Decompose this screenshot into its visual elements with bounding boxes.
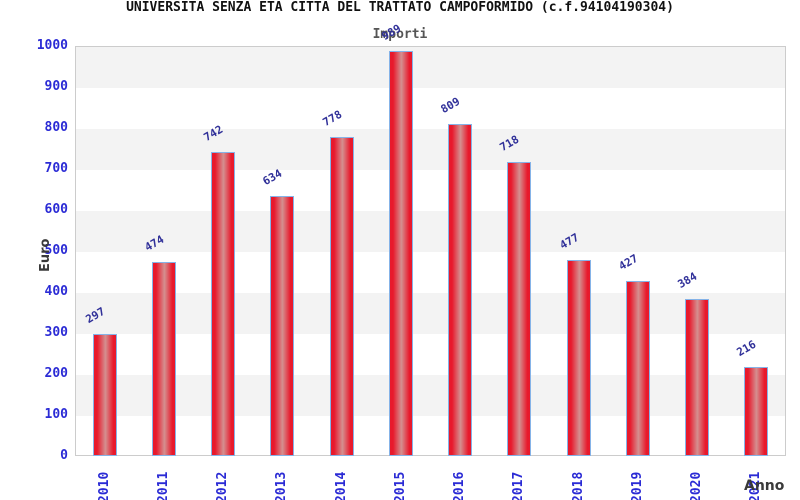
x-tick-label: 2018 — [570, 471, 586, 500]
bar-2015 — [388, 50, 413, 456]
x-tick-label: 2014 — [333, 471, 349, 500]
y-tick-label: 100 — [44, 407, 68, 422]
x-tick-label: 2020 — [689, 471, 705, 500]
y-tick-label: 600 — [44, 202, 68, 217]
bar-2014 — [329, 137, 354, 456]
bar-2019 — [625, 280, 650, 456]
plot-area — [75, 46, 786, 456]
y-tick-label: 400 — [44, 284, 68, 299]
bar-2010 — [92, 334, 117, 456]
y-tick-label: 900 — [44, 79, 68, 94]
y-tick-label: 800 — [44, 120, 68, 135]
y-axis-title: Euro — [38, 238, 53, 272]
bar-2016 — [448, 124, 473, 456]
y-tick-label: 0 — [60, 448, 68, 463]
bar-2011 — [151, 261, 176, 456]
bar-2020 — [685, 298, 710, 456]
bar-2013 — [270, 196, 295, 456]
y-tick-label: 300 — [44, 325, 68, 340]
x-tick-label: 2013 — [274, 471, 290, 500]
y-tick-label: 700 — [44, 161, 68, 176]
bar-2021 — [744, 367, 769, 456]
x-tick-label: 2016 — [452, 471, 468, 500]
y-tick-label: 500 — [44, 243, 68, 258]
y-tick-label: 1000 — [36, 38, 68, 53]
bar-2018 — [566, 260, 591, 456]
bar-2017 — [507, 161, 532, 456]
x-tick-label: 2012 — [215, 471, 231, 500]
x-tick-label: 2019 — [629, 471, 645, 500]
chart-subtitle: Importi — [372, 27, 428, 42]
x-tick-label: 2011 — [155, 471, 171, 500]
x-axis-title: Anno — [744, 478, 785, 494]
x-tick-label: 2017 — [511, 471, 527, 500]
x-tick-label: 2010 — [96, 471, 112, 500]
chart-title: UNIVERSITA SENZA ETA CITTA DEL TRATTATO … — [126, 0, 674, 15]
y-tick-label: 200 — [44, 366, 68, 381]
bar-2012 — [211, 151, 236, 456]
x-tick-label: 2015 — [392, 471, 408, 500]
